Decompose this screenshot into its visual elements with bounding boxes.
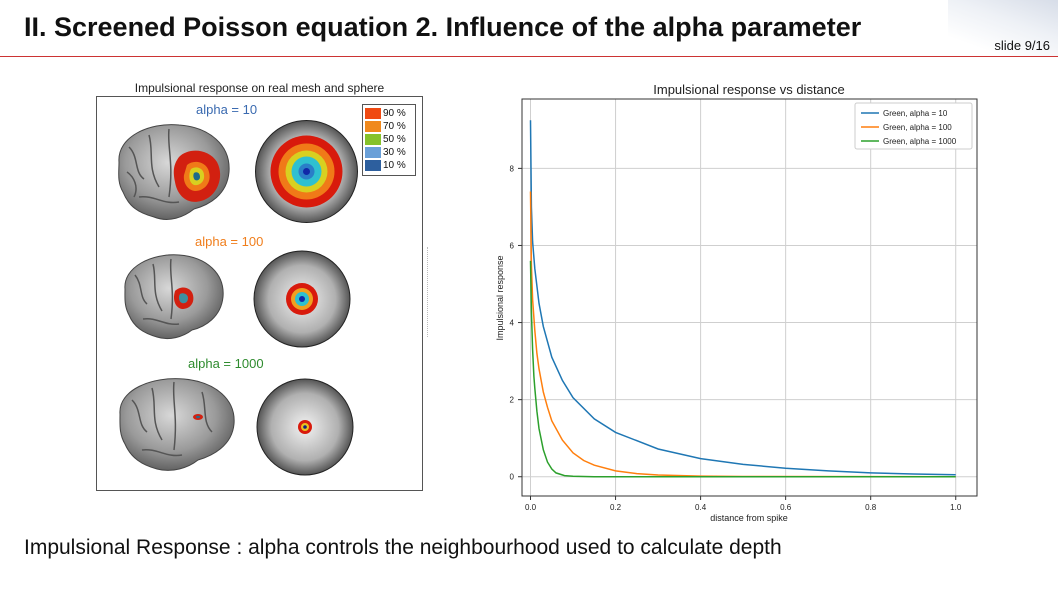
impulse-response-chart: Impulsional response vs distance 0.0 0.2 0… <box>495 82 978 523</box>
legend-label: 70 % <box>383 121 406 132</box>
series-line-1 <box>529 120 956 476</box>
sphere-alpha-100 <box>253 250 351 348</box>
y-tick-label: 4 <box>510 319 515 328</box>
series-line-2 <box>529 191 956 478</box>
legend-item: 10 % <box>365 159 406 172</box>
legend-swatch <box>365 147 381 158</box>
sphere-alpha-10 <box>255 120 358 223</box>
chart-legend: Green, alpha = 10 Green, alpha = 100 Green… <box>854 102 973 150</box>
left-figure-panel: alpha = 10 alpha = 100 alpha = 1000 <box>96 96 428 491</box>
legend-label: 50 % <box>383 134 406 145</box>
y-tick-label: 2 <box>510 396 515 405</box>
legend-label: 10 % <box>383 160 406 171</box>
row-label-alpha-100: alpha = 100 <box>195 234 264 249</box>
x-tick-label: 0.4 <box>695 503 707 512</box>
percent-legend: 90 % 70 % 50 % 30 % 10 % <box>362 104 416 176</box>
legend-item: 50 % <box>365 133 406 146</box>
title-corner-gradient <box>948 0 1058 56</box>
row-label-alpha-10: alpha = 10 <box>196 102 258 117</box>
legend-entry-2: Green, alpha = 100 <box>883 123 952 132</box>
chart-grid <box>522 99 977 496</box>
row-label-alpha-1000: alpha = 1000 <box>188 356 264 371</box>
legend-swatch <box>365 134 381 145</box>
x-tick-label: 0.0 <box>525 503 537 512</box>
legend-swatch <box>365 108 381 119</box>
series-line-3 <box>529 260 956 478</box>
y-axis-label: Impulsional response <box>495 255 505 340</box>
x-tick-label: 0.6 <box>780 503 792 512</box>
x-tick-label: 1.0 <box>950 503 962 512</box>
y-tick-label: 0 <box>510 473 515 482</box>
legend-item: 30 % <box>365 146 406 159</box>
x-tick-label: 0.8 <box>865 503 877 512</box>
series-lines <box>529 120 956 478</box>
slide-title: II. Screened Poisson equation 2. Influen… <box>24 12 862 42</box>
brain-mesh-alpha-100 <box>124 254 224 340</box>
slide-number: slide 9/16 <box>994 38 1050 53</box>
legend-frame <box>854 102 973 150</box>
legend-entry-1: Green, alpha = 10 <box>883 109 948 118</box>
legend-entry-3: Green, alpha = 1000 <box>883 137 957 146</box>
y-tick-label: 8 <box>510 164 515 173</box>
legend-label: 30 % <box>383 147 406 158</box>
y-tick-label: 6 <box>510 241 515 250</box>
legend-label: 90 % <box>383 108 406 119</box>
faint-colorbar-trace <box>427 247 429 337</box>
title-divider <box>0 56 1058 57</box>
y-axis-ticks: 0 2 4 6 8 <box>510 164 522 482</box>
legend-swatch <box>365 160 381 171</box>
legend-item: 90 % <box>365 107 406 120</box>
sphere-alpha-1000 <box>256 378 354 476</box>
legend-item: 70 % <box>365 120 406 133</box>
left-figure-title: Impulsional response on real mesh and sp… <box>134 81 385 95</box>
brain-mesh-alpha-10 <box>118 124 230 220</box>
x-axis-label: distance from spike <box>710 513 788 523</box>
x-tick-label: 0.2 <box>610 503 622 512</box>
plot-area-frame <box>521 98 978 497</box>
slide-caption: Impulsional Response : alpha controls th… <box>24 536 782 559</box>
brain-mesh-alpha-1000 <box>119 378 235 471</box>
legend-swatch <box>365 121 381 132</box>
x-axis-ticks: 0.0 0.2 0.4 0.6 0.8 1.0 <box>525 496 962 512</box>
chart-title: Impulsional response vs distance <box>653 82 845 97</box>
